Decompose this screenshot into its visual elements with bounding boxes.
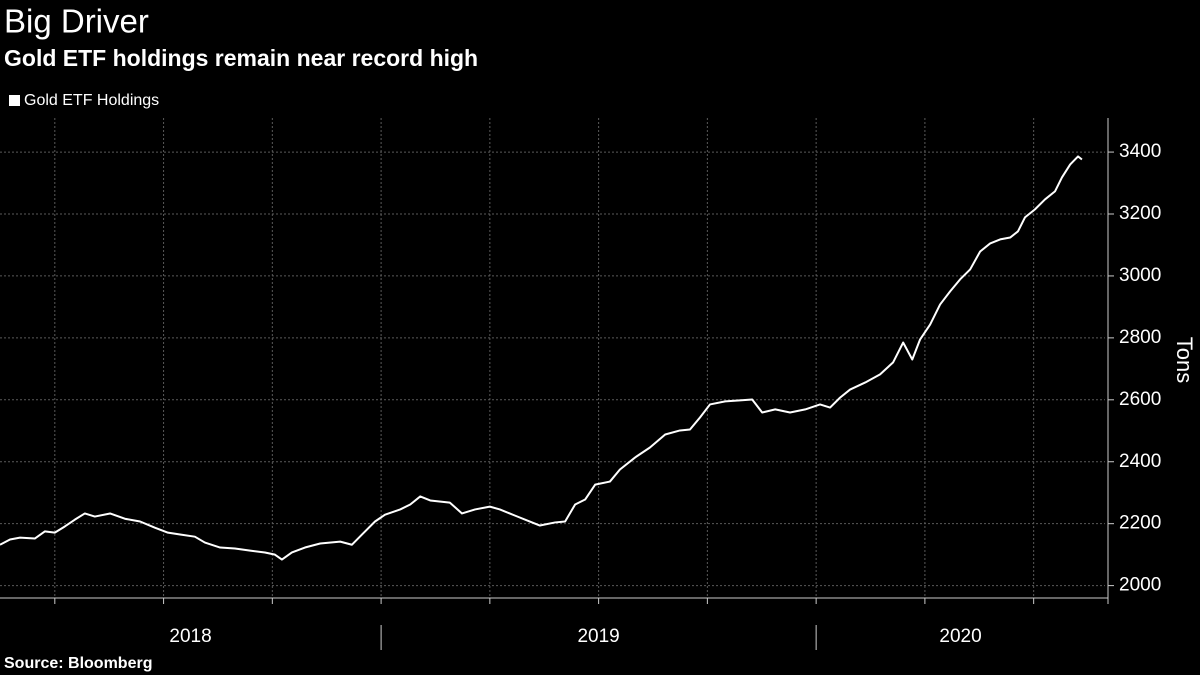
- y-tick-label: 2000: [1119, 575, 1161, 596]
- y-tick-label: 3200: [1119, 203, 1161, 224]
- y-tick-label: 2200: [1119, 513, 1161, 534]
- legend-label: Gold ETF Holdings: [24, 92, 159, 109]
- x-tick-label: 2018: [169, 626, 211, 647]
- y-axis-label: Tons: [1172, 337, 1197, 383]
- source: Source: Bloomberg: [4, 655, 152, 672]
- y-tick-label: 3000: [1119, 265, 1161, 286]
- y-tick-label: 2600: [1119, 389, 1161, 410]
- legend-swatch: [9, 95, 20, 106]
- x-tick-label: 2019: [577, 626, 619, 647]
- line: [0, 155, 1083, 561]
- y-tick-label: 3400: [1119, 141, 1161, 162]
- chart-title: Big Driver: [4, 3, 149, 40]
- y-tick-label: 2400: [1119, 451, 1161, 472]
- y-tick-label: 2800: [1119, 327, 1161, 348]
- x-tick-label: 2020: [939, 626, 981, 647]
- chart-subtitle: Gold ETF holdings remain near record hig…: [4, 45, 478, 71]
